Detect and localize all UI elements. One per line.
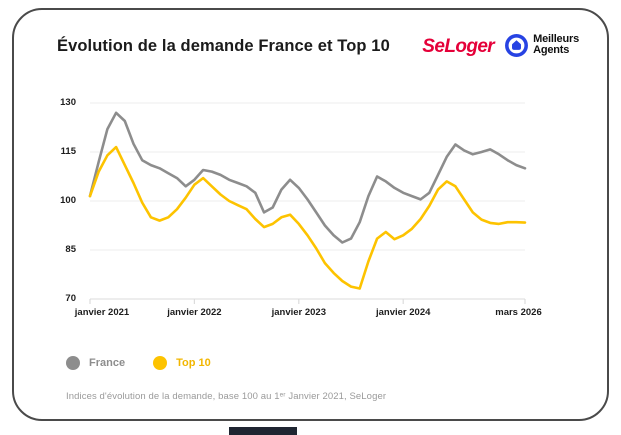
logos: SeLoger Meilleurs Agents — [422, 32, 579, 58]
legend-item-france: France — [66, 356, 125, 370]
legend-label-france: France — [89, 357, 126, 369]
y-axis-label: 115 — [60, 146, 76, 157]
x-axis-label: janvier 2024 — [375, 307, 431, 318]
top10-dot-icon — [153, 356, 168, 370]
series-line-top-10 — [88, 145, 527, 290]
y-axis-label: 70 — [65, 293, 76, 304]
legend: France Top 10 — [66, 356, 211, 370]
x-axis-label: janvier 2022 — [167, 307, 222, 318]
meilleursagents-logo: Meilleurs Agents — [504, 33, 579, 58]
footnote: Indices d'évolution de la demande, base … — [66, 391, 387, 402]
card-header: Évolution de la demande France et Top 10… — [14, 10, 607, 80]
ma-line1: Meilleurs — [533, 33, 579, 45]
chart-card: Évolution de la demande France et Top 10… — [12, 8, 609, 421]
series-line-france — [88, 111, 527, 244]
y-axis-label: 130 — [60, 97, 76, 108]
chart-canvas — [88, 102, 527, 304]
france-dot-icon — [66, 356, 80, 370]
y-axis-label: 100 — [60, 195, 76, 206]
bottom-peek-bar — [229, 427, 297, 435]
ma-line2: Agents — [533, 44, 570, 56]
x-axis-label: janvier 2023 — [271, 307, 326, 318]
x-axis-label: janvier 2021 — [74, 307, 130, 318]
legend-label-top10: Top 10 — [176, 357, 211, 369]
page-title: Évolution de la demande France et Top 10 — [57, 37, 390, 55]
legend-item-top10: Top 10 — [153, 356, 211, 370]
meilleursagents-wordmark: Meilleurs Agents — [533, 34, 579, 56]
demand-line-chart: 130 115 100 85 70 janvier 2021 janvier 2022 jan… — [14, 95, 607, 330]
x-axis-label: mars 2026 — [495, 307, 542, 318]
y-axis-label: 85 — [65, 244, 76, 255]
seloger-logo: SeLoger — [422, 36, 495, 57]
meilleursagents-house-icon — [505, 33, 529, 57]
